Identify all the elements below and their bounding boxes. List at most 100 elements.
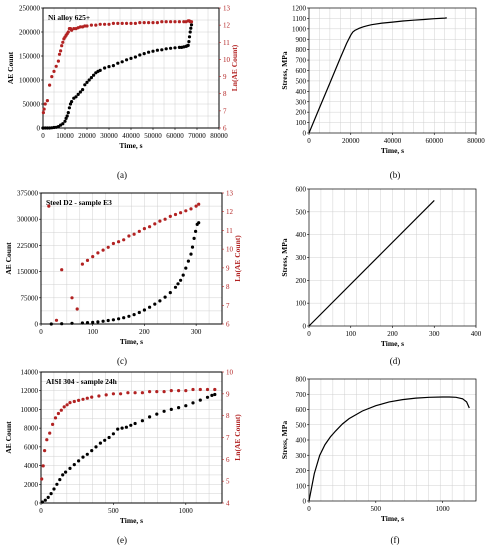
x-tick-label: 0 <box>307 137 311 145</box>
ae-data-point <box>148 305 152 309</box>
y-right-tick-label: 9 <box>226 390 230 398</box>
ae-data-point <box>155 412 159 416</box>
ln-data-point <box>90 395 94 399</box>
panel-d: 0 100 200 300 400 0 100 200 300 400 500 600 Time, s S… <box>280 186 482 367</box>
ln-data-point <box>48 83 52 87</box>
ln-data-point <box>85 24 89 28</box>
y-tick-label: 14000 <box>21 369 39 377</box>
ln-data-point <box>189 20 194 24</box>
y-tick-label: 1100 <box>292 15 306 23</box>
ae-data-point <box>205 395 210 399</box>
ln-data-point <box>80 262 84 266</box>
ae-data-point <box>160 48 164 52</box>
ln-data-point <box>153 222 157 226</box>
ae-data-point <box>85 80 89 84</box>
x-tick-label: 0 <box>39 507 43 515</box>
ae-data-point <box>138 53 142 57</box>
ln-data-point <box>68 401 72 405</box>
ae-data-point <box>169 46 173 50</box>
ae-data-point <box>186 259 190 263</box>
y-right-tick-label: 6 <box>223 125 227 133</box>
ln-data-point <box>65 403 69 407</box>
ae-data-point <box>60 322 64 326</box>
ae-data-point <box>142 308 146 312</box>
ae-data-point <box>77 459 81 463</box>
ae-data-point <box>58 478 62 482</box>
ln-data-point <box>106 245 110 249</box>
y-axis-label: Stress, MPa <box>280 421 289 459</box>
ln-data-point <box>137 229 141 233</box>
ln-data-point <box>51 422 55 426</box>
y-right-axis-label: Ln(AE Count) <box>233 414 242 461</box>
ae-data-point <box>43 498 47 502</box>
y-axis-label: AE Count <box>4 242 13 275</box>
ln-data-point <box>126 391 130 395</box>
panel-annotation: Ni alloy 625+ <box>48 13 90 22</box>
y-tick-label: 0 <box>37 125 41 133</box>
y-tick-label: 150000 <box>19 53 41 61</box>
ln-data-point <box>97 394 101 398</box>
x-tick-label: 300 <box>191 328 202 336</box>
ln-data-point <box>133 391 137 395</box>
y-right-tick-label: 11 <box>226 227 233 235</box>
ln-data-point <box>173 20 177 24</box>
y-axis-label: AE Count <box>4 421 13 454</box>
ln-data-point <box>89 23 93 27</box>
ae-data-point <box>85 452 89 456</box>
ln-data-point <box>43 449 47 453</box>
ln-data-point <box>94 23 98 27</box>
y-tick-label: 150000 <box>17 268 39 276</box>
y-tick-label: 300 <box>296 452 307 460</box>
series-line <box>308 17 447 134</box>
ln-data-point <box>72 27 76 31</box>
x-tick-label: 0 <box>307 330 311 338</box>
ln-data-point <box>70 28 74 32</box>
ae-data-point <box>213 392 217 397</box>
y-tick-label: 0 <box>303 130 307 138</box>
ln-data-point <box>184 389 188 393</box>
ae-data-point <box>81 455 85 459</box>
y-tick-label: 2000 <box>24 481 39 489</box>
y-right-tick-label: 9 <box>226 264 230 272</box>
ln-data-point <box>75 307 79 311</box>
ae-data-point <box>155 48 159 52</box>
ln-data-point <box>191 387 195 392</box>
ae-data-point <box>116 427 120 431</box>
series-line <box>308 396 470 502</box>
ae-data-point <box>65 114 69 118</box>
ln-data-point <box>160 20 164 24</box>
ae-data-point <box>179 278 183 282</box>
y-tick-label: 8000 <box>24 425 39 433</box>
ae-data-point <box>49 322 53 326</box>
ae-data-point <box>81 88 85 92</box>
ln-data-point <box>43 102 47 106</box>
ln-data-point <box>53 416 58 420</box>
y-right-tick-label: 8 <box>223 90 227 98</box>
ln-data-point <box>169 20 173 24</box>
ln-data-point <box>213 387 217 392</box>
ae-data-point <box>61 122 65 126</box>
ln-data-point <box>148 225 152 229</box>
y-right-tick-label: 10 <box>226 246 234 254</box>
x-tick-label: 80000 <box>210 132 228 140</box>
y-right-tick-label: 10 <box>226 369 234 377</box>
ae-data-point <box>46 495 50 499</box>
y-right-tick-label: 10 <box>223 56 231 64</box>
ae-data-point <box>125 58 129 62</box>
ln-data-point <box>122 238 126 242</box>
y-tick-label: 0 <box>35 321 39 329</box>
x-tick-label: 500 <box>371 505 382 513</box>
ae-data-point <box>191 401 195 405</box>
ln-data-point <box>155 21 159 25</box>
x-axis-label: Time, s <box>120 516 143 525</box>
ae-data-point <box>101 319 105 323</box>
ae-data-point <box>187 35 192 39</box>
y-right-tick-label: 13 <box>226 190 234 198</box>
ln-data-point <box>60 44 64 48</box>
ae-data-point <box>132 313 136 317</box>
ae-data-point <box>103 66 107 70</box>
y-right-axis-label: Ln(AE Count) <box>230 44 239 91</box>
ae-data-point <box>89 76 93 80</box>
ln-data-point <box>103 22 107 26</box>
ae-data-point <box>103 438 107 442</box>
